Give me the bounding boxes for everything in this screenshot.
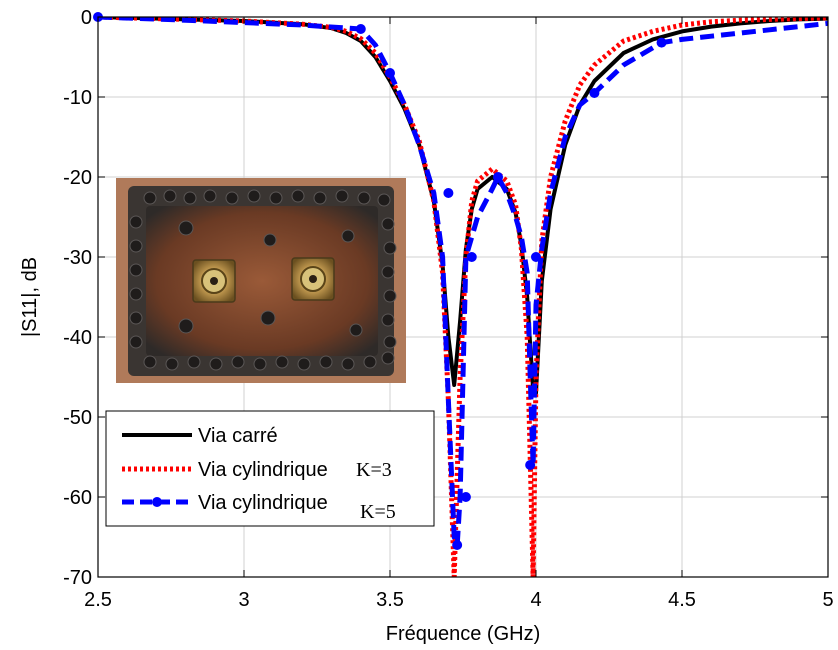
x-axis-label: Fréquence (GHz)	[386, 623, 541, 645]
y-axis-label: |S11|, dB	[19, 257, 41, 337]
legend-marker-cylindrique-k5	[152, 497, 162, 507]
y-tick-label: -20	[63, 167, 92, 189]
series-marker	[443, 188, 454, 198]
ticks	[97, 16, 829, 578]
legend-label-via-carre: Via carré	[198, 425, 278, 447]
series-marker	[656, 37, 667, 48]
series-marker	[589, 88, 600, 98]
x-tick-label: 4	[530, 589, 541, 611]
series-marker	[466, 252, 477, 262]
legend-k3: K=3	[356, 459, 392, 481]
axes-box	[97, 16, 829, 578]
series-marker	[493, 172, 504, 182]
legend-k5: K=5	[360, 501, 396, 523]
y-tick-label: -60	[63, 487, 92, 509]
series-marker	[355, 24, 366, 34]
y-tick-label: -50	[63, 407, 92, 429]
tick-labels: 2.5 3 3.5 4 4.5 5 0 -10 -20 -30 -40 -50 -60 -70	[63, 7, 833, 611]
series-marker	[525, 460, 536, 470]
legend-label-cylindrique-k5: Via cylindrique	[198, 492, 328, 514]
x-tick-label: 4.5	[668, 589, 696, 611]
series-marker	[385, 68, 395, 78]
x-tick-label: 5	[822, 589, 833, 611]
legend: Via carré Via cylindrique K=3 Via cylind…	[105, 410, 435, 527]
series-marker	[460, 492, 471, 502]
x-tick-label: 3	[238, 589, 249, 611]
prototype-photo	[116, 178, 406, 383]
y-tick-label: 0	[81, 7, 92, 29]
series-marker	[452, 540, 463, 550]
marker-layer	[93, 12, 667, 550]
legend-label-cylindrique-k3: Via cylindrique	[198, 459, 328, 481]
series-via-cylindrique-k5	[98, 17, 828, 548]
x-tick-label: 3.5	[376, 589, 404, 611]
y-tick-label: -70	[63, 567, 92, 589]
x-tick-label: 2.5	[84, 589, 112, 611]
series-marker	[531, 252, 541, 262]
y-tick-label: -30	[63, 247, 92, 269]
y-tick-label: -40	[63, 327, 92, 349]
y-tick-label: -10	[63, 87, 92, 109]
